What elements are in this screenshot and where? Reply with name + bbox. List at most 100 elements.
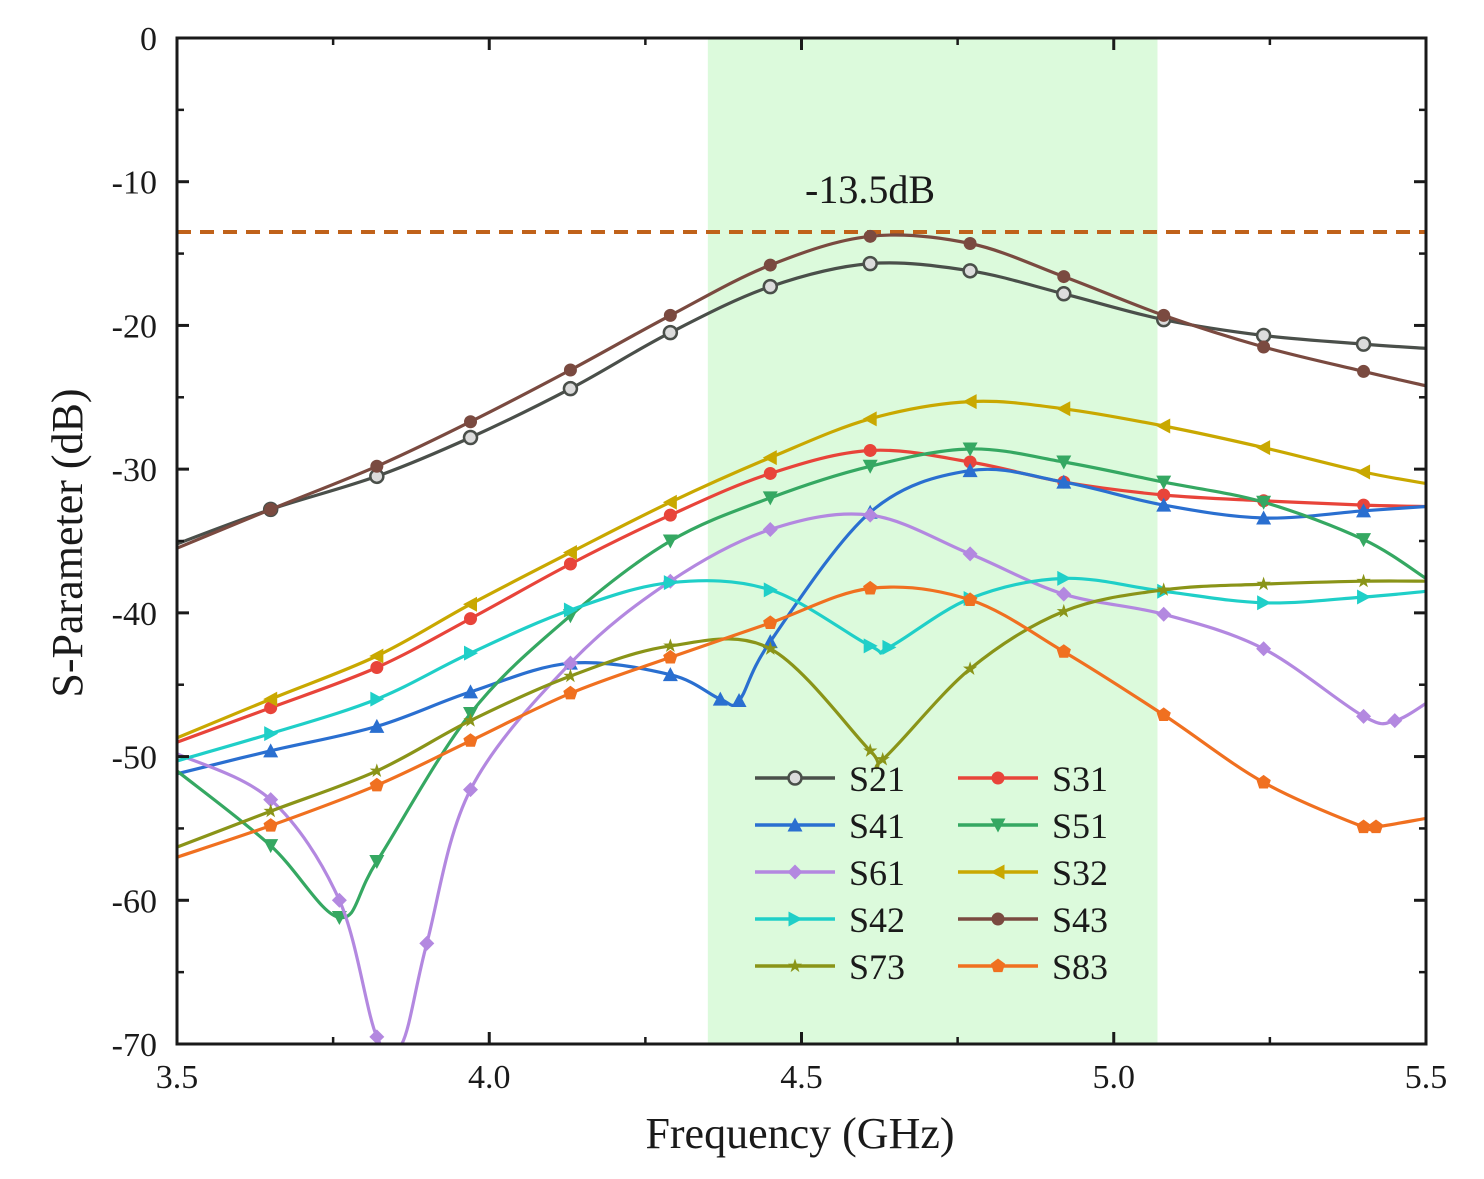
s43-point [763, 258, 777, 272]
s32-point [1356, 464, 1371, 480]
s41-point [369, 718, 385, 733]
s61-point [419, 935, 435, 951]
legend-marker [990, 864, 1005, 880]
x-tick-label: 5.0 [1093, 1059, 1136, 1096]
s83-point [563, 685, 578, 700]
s73-point [663, 638, 678, 652]
series-s73 [177, 573, 1426, 849]
s43-line [177, 233, 1426, 550]
s83-point [1156, 707, 1171, 721]
legend-item-s32: S32 [958, 853, 1108, 893]
x-tick-label: 4.0 [468, 1059, 511, 1096]
y-tick-label: -10 [112, 165, 157, 202]
s73-point [263, 803, 278, 818]
legend-item-s31: S31 [958, 759, 1108, 799]
s41-point [662, 667, 678, 682]
s43-point [563, 363, 577, 377]
s42-point [863, 638, 878, 654]
s73-point [1056, 603, 1071, 618]
s51-point [1156, 475, 1172, 490]
s31-point [763, 466, 777, 480]
legend-item-s51: S51 [958, 806, 1108, 846]
legend-label: S73 [849, 947, 905, 987]
s42-point [370, 691, 385, 707]
s41-point [731, 693, 747, 708]
s43-point [963, 237, 977, 251]
s31-point [370, 660, 384, 674]
s51-point [1256, 495, 1272, 510]
y-tick-label: -70 [112, 1027, 157, 1064]
s42-point [464, 645, 479, 661]
s32-point [1256, 440, 1271, 456]
s42-point [882, 639, 897, 655]
s83-point [1356, 819, 1371, 834]
s31-line [177, 448, 1426, 744]
s41-point [263, 743, 279, 758]
legend-marker [991, 912, 1005, 926]
s41-point [712, 691, 728, 706]
s41-point [1256, 510, 1272, 525]
s61-point [369, 1029, 385, 1044]
legend-label: S43 [1052, 900, 1108, 940]
s43-point [1257, 340, 1271, 354]
s83-point [263, 818, 278, 832]
s73-point [963, 661, 978, 675]
legend-marker [787, 958, 803, 973]
x-tick-label: 3.5 [156, 1059, 199, 1096]
y-tick-label: -30 [112, 452, 157, 489]
s32-point [1056, 401, 1071, 417]
s51-point [862, 459, 878, 474]
legend-marker [991, 771, 1005, 785]
s51-point [1356, 533, 1372, 548]
s61-point [762, 522, 778, 538]
s83-point [863, 580, 878, 595]
legend-marker [787, 817, 803, 832]
legend-item-s43: S43 [958, 900, 1108, 940]
s83-point [463, 733, 478, 747]
s32-point [463, 596, 478, 612]
s73-point [763, 641, 778, 655]
s73-line [177, 579, 1426, 849]
s61-point [862, 507, 878, 523]
y-tick-label: -60 [112, 883, 157, 920]
legend-marker [788, 911, 803, 927]
s21-point [662, 324, 679, 341]
s51-point [1056, 455, 1072, 470]
legend-label: S42 [849, 900, 905, 940]
s42-point [663, 575, 678, 591]
s51-point [331, 911, 347, 926]
s42-point [763, 582, 778, 598]
y-tick-label: -40 [112, 596, 157, 633]
s31-point [464, 612, 478, 626]
s32-point [862, 411, 877, 427]
s51-point [662, 534, 678, 549]
y-axis-title: S-Parameter (dB) [43, 388, 92, 697]
s31-point [563, 557, 577, 571]
s61-point [1156, 606, 1172, 622]
s21-point [562, 380, 579, 397]
legend-label: S61 [849, 853, 905, 893]
s32-point [263, 691, 278, 707]
s31-point [863, 443, 877, 457]
s43-point [264, 502, 278, 516]
reference-line-label: -13.5dB [805, 167, 935, 212]
y-tick-label: 0 [140, 21, 157, 58]
s73-point [875, 751, 890, 766]
s41-point [762, 634, 778, 649]
y-tick-label: -50 [112, 740, 157, 777]
s32-point [562, 544, 577, 560]
s42-point [1357, 589, 1372, 605]
s32-point [962, 394, 977, 410]
legend-marker [990, 818, 1006, 833]
s43-point [1357, 364, 1371, 378]
s43-point [464, 415, 478, 429]
s61-point [263, 792, 279, 808]
x-tick-label: 5.5 [1405, 1059, 1448, 1096]
s83-point [763, 615, 778, 629]
legend-label: S51 [1052, 806, 1108, 846]
s41-point [463, 684, 479, 699]
series-s83 [177, 580, 1426, 859]
legend-marker [787, 864, 803, 880]
s83-point [663, 649, 678, 664]
s83-point [1056, 644, 1071, 658]
